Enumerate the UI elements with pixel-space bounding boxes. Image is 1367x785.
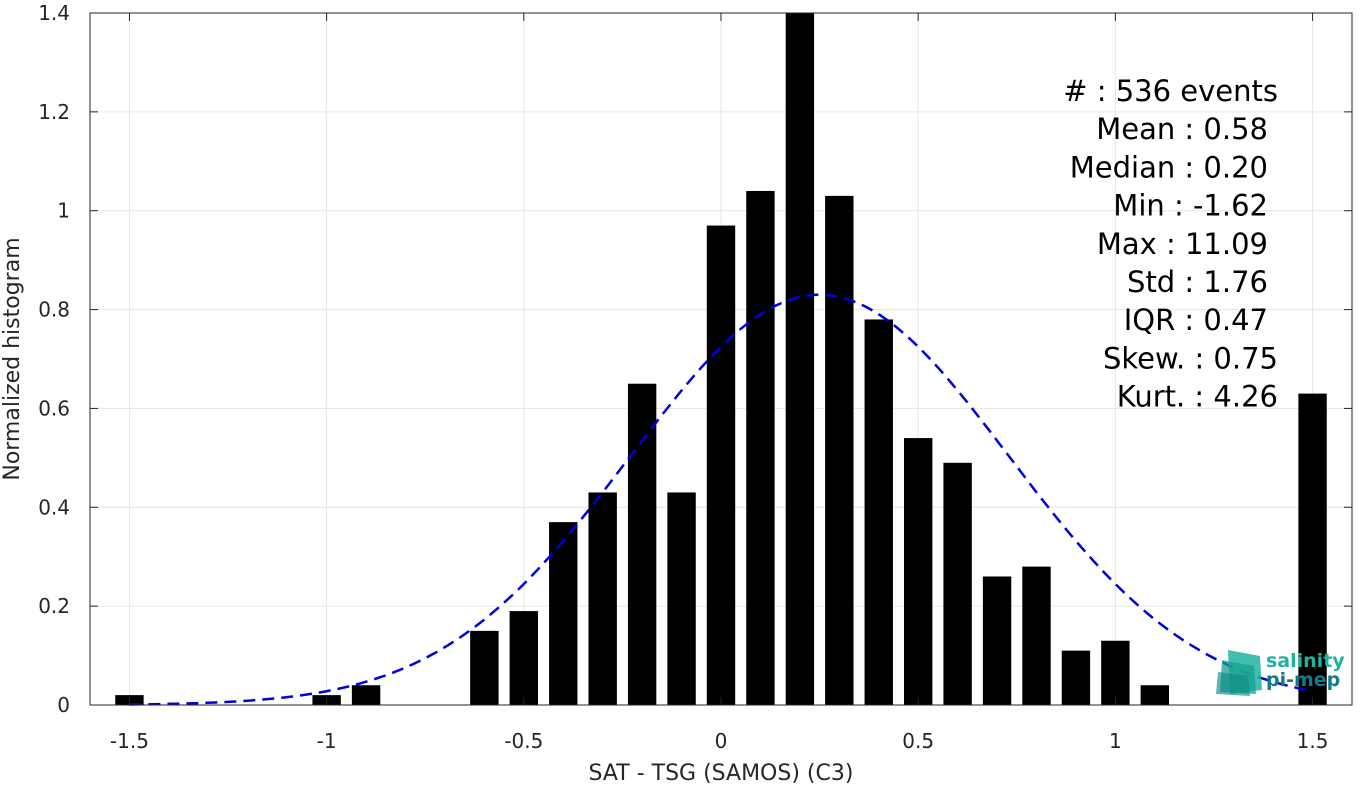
x-axis-label: SAT - TSG (SAMOS) (C3) — [589, 761, 854, 785]
x-tick-label: -1.5 — [110, 729, 149, 753]
x-tick-label: 0.5 — [902, 729, 934, 753]
x-tick-label: 0 — [715, 729, 728, 753]
histogram-bar — [509, 611, 539, 705]
y-tick-labels: 0 0.2 0.4 0.6 0.8 1 1.2 1.4 — [38, 1, 70, 717]
stats-line: Mean : 0.58 — [1096, 112, 1268, 146]
histogram-bar — [470, 630, 499, 705]
stats-line: Median : 0.20 — [1070, 150, 1268, 184]
y-tick-label: 0 — [57, 693, 70, 717]
logo-text-salinity: salinity — [1266, 650, 1345, 672]
y-tick-label: 0.6 — [38, 396, 70, 420]
bars — [115, 13, 1327, 706]
histogram-bar — [1022, 566, 1051, 705]
x-tick-label: 1.5 — [1297, 729, 1329, 753]
histogram-bar — [667, 492, 696, 705]
y-tick-label: 1.2 — [38, 100, 70, 124]
histogram-bar — [549, 522, 578, 705]
y-tick-label: 1 — [57, 199, 70, 223]
histogram-bar — [864, 319, 893, 705]
histogram-bar — [1101, 640, 1130, 705]
stats-line: Std : 1.76 — [1127, 265, 1268, 299]
axes-frame — [89, 12, 1353, 706]
x-tick-label: 1 — [1109, 729, 1122, 753]
histogram-bar — [351, 685, 381, 705]
x-tick-label: -1 — [317, 729, 337, 753]
y-tick-label: 0.4 — [38, 495, 70, 519]
y-tick-label: 0.8 — [38, 298, 70, 322]
grid — [90, 12, 1352, 706]
salinity-pi-mep-logo: salinity pi-mep — [1216, 650, 1345, 696]
stats-line: IQR : 0.47 — [1124, 303, 1268, 337]
histogram-bar — [1140, 685, 1170, 705]
histogram-bar — [785, 13, 815, 705]
histogram-bar — [825, 195, 854, 705]
stats-line: Skew. : 0.75 — [1103, 341, 1278, 375]
histogram-bar — [903, 438, 933, 705]
stats-line: Min : -1.62 — [1113, 189, 1268, 223]
y-tick-label: 0.2 — [38, 594, 70, 618]
normal-fit-curve — [129, 293, 1313, 706]
wave-icon — [1216, 650, 1262, 696]
stats-line: Max : 11.09 — [1097, 227, 1268, 261]
y-axis-label: Normalized histogram — [0, 237, 25, 480]
stats-line: Kurt. : 4.26 — [1117, 380, 1278, 414]
histogram-bar — [1298, 393, 1327, 705]
y-tick-label: 1.4 — [38, 1, 70, 25]
histogram-bar — [746, 190, 775, 705]
stats-line: # : 536 events — [1063, 74, 1278, 108]
histogram-bar — [706, 225, 736, 706]
histogram-bar — [943, 462, 972, 705]
x-tick-labels: -1.5 -1 -0.5 0 0.5 1 1.5 — [110, 729, 1329, 753]
histogram-bar — [627, 383, 657, 705]
x-tick-label: -0.5 — [504, 729, 543, 753]
histogram-bar — [982, 576, 1012, 705]
stats-box: # : 536 events Mean : 0.58 Median : 0.20 Mi… — [1063, 74, 1278, 414]
histogram-bar — [588, 492, 617, 705]
histogram-bar — [1061, 650, 1091, 705]
logo-text-pi-mep: pi-mep — [1266, 669, 1340, 691]
